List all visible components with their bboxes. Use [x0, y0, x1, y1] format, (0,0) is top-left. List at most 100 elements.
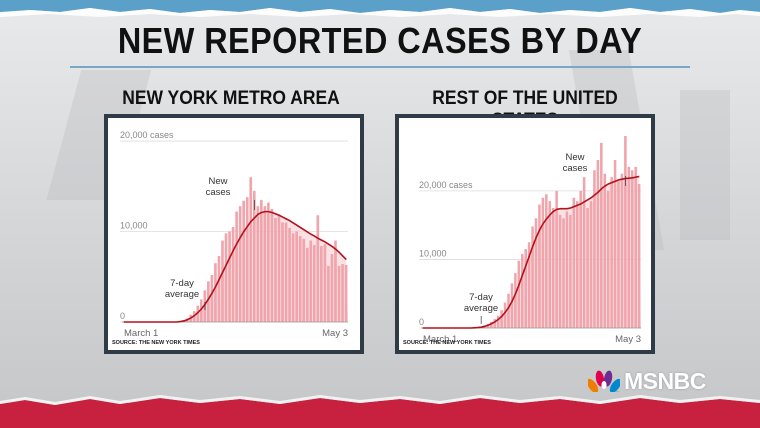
bar	[514, 273, 517, 328]
bar	[507, 293, 510, 328]
annotation-new-cases: cases	[563, 163, 588, 174]
bar	[579, 190, 582, 328]
bar	[600, 142, 603, 328]
bar	[627, 166, 631, 328]
bar	[228, 231, 231, 322]
bar	[534, 218, 538, 328]
bar	[496, 315, 500, 328]
y-tick-label: 10,000	[120, 221, 148, 231]
bar	[610, 177, 613, 328]
bar	[288, 227, 291, 322]
x-end-label: May 3	[615, 334, 641, 345]
annotation-seven-day-average: average	[165, 289, 199, 300]
bar	[596, 160, 600, 328]
x-start-label: March 1	[423, 334, 457, 345]
bar	[267, 202, 270, 322]
bar	[320, 246, 323, 322]
bar	[637, 184, 641, 328]
bar	[281, 222, 284, 322]
bar	[493, 319, 497, 328]
bar	[606, 190, 610, 328]
bar	[327, 265, 330, 322]
bar	[199, 299, 203, 322]
bar	[510, 283, 514, 328]
bar	[334, 240, 337, 322]
bar	[341, 264, 344, 322]
page-title: NEW REPORTED CASES BY DAY	[117, 20, 643, 61]
bar	[284, 222, 288, 322]
y-tick-label: 10,000	[419, 248, 447, 258]
bar	[575, 201, 579, 328]
bar	[263, 206, 267, 322]
annotation-new-cases: New	[565, 152, 584, 163]
bar	[545, 194, 548, 328]
bar	[309, 240, 313, 322]
bar	[555, 190, 558, 328]
bar	[196, 305, 200, 322]
torn-bottom-band	[0, 398, 760, 428]
bar	[538, 204, 541, 328]
bar	[260, 199, 263, 322]
bar	[291, 233, 295, 322]
network-name: MSNBC	[624, 367, 706, 394]
title-divider	[70, 66, 690, 68]
bar	[207, 281, 210, 322]
bar	[295, 231, 298, 322]
bar	[634, 166, 637, 328]
bar	[231, 227, 235, 322]
bar	[572, 197, 576, 328]
bar	[524, 249, 527, 328]
bar	[337, 265, 341, 322]
annotation-seven-day-average: 7-day	[469, 292, 493, 303]
seven-day-average-line	[422, 175, 640, 329]
bar	[517, 260, 521, 328]
bar	[565, 211, 569, 328]
bar	[558, 214, 562, 328]
bar	[562, 218, 565, 328]
bar	[569, 214, 572, 328]
bar	[490, 321, 493, 328]
bar	[210, 274, 214, 322]
bar	[344, 265, 348, 322]
bar	[620, 173, 624, 328]
y-tick-label: 20,000 cases	[419, 180, 473, 190]
bar	[217, 255, 221, 322]
bar	[551, 208, 555, 328]
bar	[274, 217, 277, 322]
bar	[298, 236, 302, 322]
bar	[252, 190, 256, 322]
bar	[305, 247, 309, 322]
bar	[589, 201, 593, 328]
y-tick-label: 20,000 cases	[120, 130, 174, 140]
bar	[541, 197, 545, 328]
annotation-seven-day-average: 7-day	[170, 278, 194, 289]
bar	[586, 208, 589, 328]
chart-area-ny: 0 10,000 20,000 cases New cases 7-day average M…	[108, 118, 360, 350]
bar	[214, 263, 217, 322]
bar	[624, 136, 627, 328]
bar	[245, 197, 249, 322]
bar	[630, 170, 634, 328]
msnbc-logo: MSNBC	[588, 368, 706, 394]
bar	[603, 173, 607, 328]
average-area	[122, 211, 348, 322]
chart-area-us: 0 10,000 20,000 cases New cases 7-day average M…	[399, 118, 651, 350]
annotation-seven-day-average: average	[464, 303, 498, 314]
bar	[527, 242, 531, 328]
bar	[617, 180, 620, 328]
bar	[548, 201, 552, 328]
bar	[224, 233, 228, 322]
bar	[256, 206, 260, 322]
x-start-label: March 1	[124, 328, 158, 339]
bar	[277, 215, 281, 322]
bar	[249, 177, 253, 322]
x-end-label: May 3	[322, 328, 348, 339]
y-tick-label: 0	[120, 311, 125, 321]
bar	[593, 170, 596, 328]
chart-panel-ny: 0 10,000 20,000 cases New cases 7-day average M…	[104, 114, 364, 354]
bar	[500, 310, 503, 328]
bar	[238, 206, 242, 322]
annotation-new-cases: cases	[206, 187, 231, 198]
